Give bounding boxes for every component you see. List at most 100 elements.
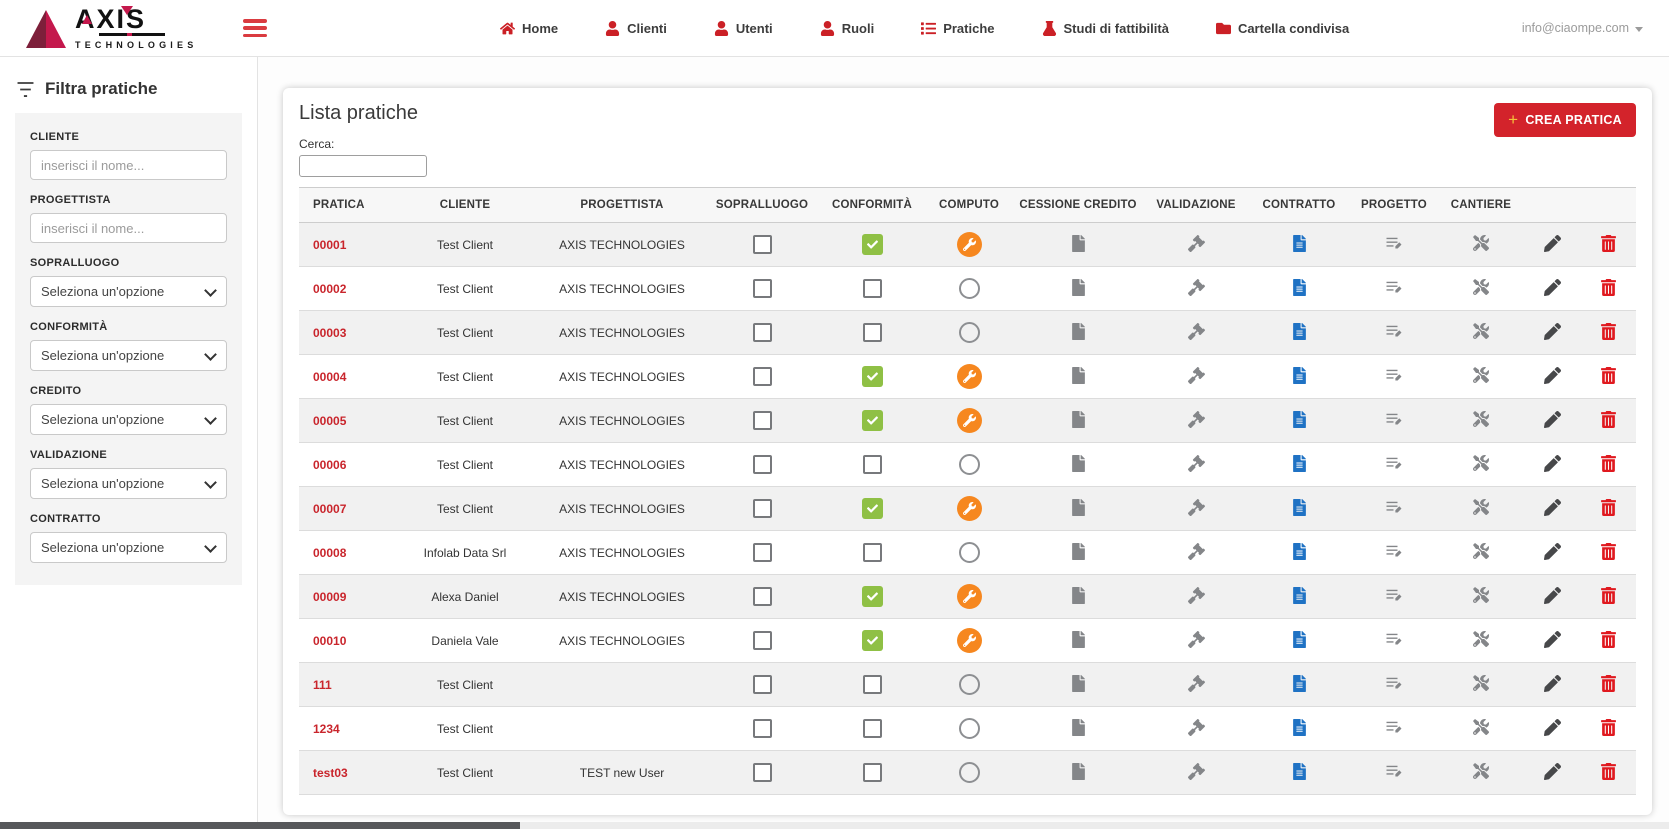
conformita-checkbox[interactable] (861, 586, 883, 607)
sopralluogo-checkbox[interactable] (752, 279, 772, 298)
menu-icon[interactable] (243, 19, 268, 37)
file-action[interactable] (1070, 322, 1087, 340)
conformita-checkbox[interactable] (861, 630, 883, 651)
sopralluogo-checkbox[interactable] (752, 543, 772, 562)
conformita-checkbox[interactable] (862, 763, 882, 782)
gavel-action[interactable] (1187, 234, 1205, 252)
sopralluogo-checkbox[interactable] (752, 411, 772, 430)
computo-badge[interactable] (956, 628, 982, 653)
conformita-checkbox[interactable] (861, 234, 883, 255)
gavel-action[interactable] (1187, 498, 1205, 516)
computo-badge[interactable] (956, 364, 982, 389)
pencil-action[interactable] (1543, 410, 1561, 428)
sopralluogo-checkbox[interactable] (752, 367, 772, 386)
list-edit-action[interactable] (1385, 763, 1403, 779)
progettista-input[interactable] (30, 213, 227, 243)
nav-item-studi-di-fattibilita[interactable]: Studi di fattibilità (1042, 20, 1169, 36)
computo-badge[interactable] (956, 584, 982, 609)
pencil-action[interactable] (1543, 278, 1561, 296)
gavel-action[interactable] (1187, 718, 1205, 736)
gavel-action[interactable] (1187, 630, 1205, 648)
sopralluogo-checkbox[interactable] (752, 719, 772, 738)
trash-action[interactable] (1600, 674, 1617, 692)
tools-action[interactable] (1472, 587, 1490, 604)
sopralluogo-checkbox[interactable] (752, 455, 772, 474)
pencil-action[interactable] (1543, 674, 1561, 692)
computo-ring[interactable] (958, 278, 980, 299)
sopralluogo-checkbox[interactable] (752, 763, 772, 782)
contratto-select[interactable]: Seleziona un'opzione (30, 532, 227, 563)
trash-action[interactable] (1600, 234, 1617, 252)
conformita-checkbox[interactable] (862, 719, 882, 738)
pratica-link[interactable]: 00009 (313, 589, 347, 604)
tools-action[interactable] (1472, 279, 1490, 296)
file-alt-action[interactable] (1291, 234, 1308, 252)
conformita-checkbox[interactable] (862, 323, 882, 342)
gavel-action[interactable] (1187, 542, 1205, 560)
brand-logo[interactable]: AXIS TECHNOLOGIES (26, 6, 197, 50)
list-edit-action[interactable] (1385, 675, 1403, 691)
conformita-checkbox[interactable] (861, 498, 883, 519)
sopralluogo-checkbox[interactable] (752, 587, 772, 606)
pratica-link[interactable]: test03 (313, 765, 348, 780)
list-edit-action[interactable] (1385, 455, 1403, 471)
pratica-link[interactable]: 00001 (313, 237, 347, 252)
sopralluogo-checkbox[interactable] (752, 675, 772, 694)
trash-action[interactable] (1600, 586, 1617, 604)
nav-item-home[interactable]: Home (499, 21, 558, 36)
tools-action[interactable] (1472, 675, 1490, 692)
conformita-checkbox[interactable] (861, 366, 883, 387)
horizontal-scrollbar[interactable] (0, 822, 1669, 829)
file-alt-action[interactable] (1291, 586, 1308, 604)
file-action[interactable] (1070, 542, 1087, 560)
conformita-checkbox[interactable] (861, 410, 883, 431)
computo-ring[interactable] (958, 322, 980, 343)
pencil-action[interactable] (1543, 322, 1561, 340)
sopralluogo-checkbox[interactable] (752, 235, 772, 254)
trash-action[interactable] (1600, 718, 1617, 736)
list-edit-action[interactable] (1385, 499, 1403, 515)
tools-action[interactable] (1472, 367, 1490, 384)
tools-action[interactable] (1472, 543, 1490, 560)
gavel-action[interactable] (1187, 410, 1205, 428)
file-action[interactable] (1070, 674, 1087, 692)
conformita-checkbox[interactable] (862, 543, 882, 562)
nav-item-ruoli[interactable]: Ruoli (820, 20, 874, 36)
tools-action[interactable] (1472, 499, 1490, 516)
list-edit-action[interactable] (1385, 543, 1403, 559)
file-alt-action[interactable] (1291, 454, 1308, 472)
pratica-link[interactable]: 00005 (313, 413, 347, 428)
file-action[interactable] (1070, 278, 1087, 296)
gavel-action[interactable] (1187, 278, 1205, 296)
pratica-link[interactable]: 00004 (313, 369, 347, 384)
trash-action[interactable] (1600, 762, 1617, 780)
file-alt-action[interactable] (1291, 410, 1308, 428)
list-edit-action[interactable] (1385, 279, 1403, 295)
horizontal-scrollbar-thumb[interactable] (0, 822, 520, 829)
pencil-action[interactable] (1543, 762, 1561, 780)
list-edit-action[interactable] (1385, 587, 1403, 603)
computo-badge[interactable] (956, 496, 982, 521)
computo-badge[interactable] (956, 232, 982, 257)
file-alt-action[interactable] (1291, 498, 1308, 516)
tools-action[interactable] (1472, 455, 1490, 472)
file-action[interactable] (1070, 234, 1087, 252)
pencil-action[interactable] (1543, 718, 1561, 736)
pratica-link[interactable]: 00007 (313, 501, 347, 516)
trash-action[interactable] (1600, 366, 1617, 384)
file-action[interactable] (1070, 498, 1087, 516)
validazione-select[interactable]: Seleziona un'opzione (30, 468, 227, 499)
list-edit-action[interactable] (1385, 367, 1403, 383)
cliente-input[interactable] (30, 150, 227, 180)
pencil-action[interactable] (1543, 586, 1561, 604)
pencil-action[interactable] (1543, 454, 1561, 472)
trash-action[interactable] (1600, 278, 1617, 296)
sopralluogo-checkbox[interactable] (752, 323, 772, 342)
sopralluogo-checkbox[interactable] (752, 499, 772, 518)
nav-item-cartella-condivisa[interactable]: Cartella condivisa (1215, 21, 1349, 36)
tools-action[interactable] (1472, 763, 1490, 780)
list-edit-action[interactable] (1385, 411, 1403, 427)
file-action[interactable] (1070, 762, 1087, 780)
create-pratica-button[interactable]: + CREA PRATICA (1494, 103, 1636, 137)
conformita-checkbox[interactable] (862, 675, 882, 694)
